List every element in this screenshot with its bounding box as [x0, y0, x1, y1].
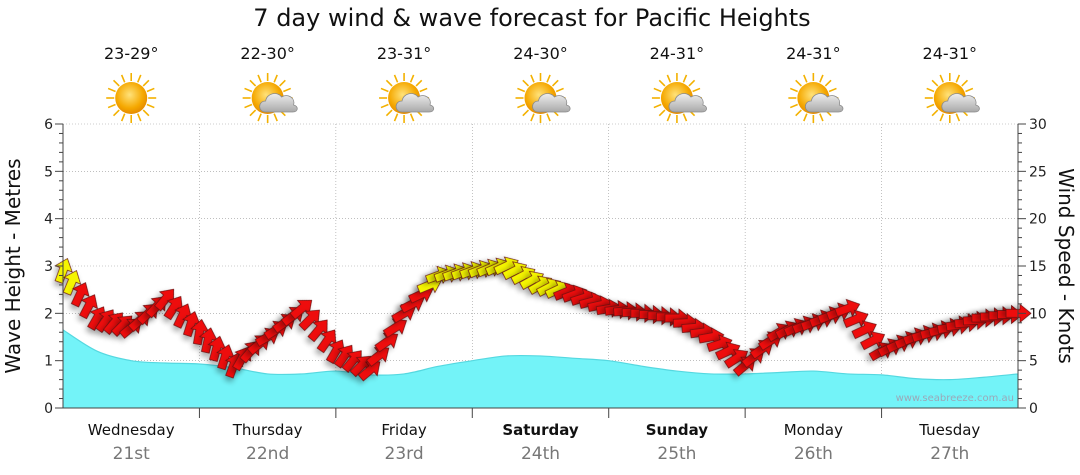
- sun-icon: [106, 73, 157, 123]
- day-name-label: Thursday: [232, 421, 303, 439]
- temp-range: 24-31°: [923, 44, 978, 63]
- sun-cloud-icon: [242, 73, 298, 123]
- day-name-label: Tuesday: [918, 421, 980, 439]
- wind-arrow: [357, 361, 381, 382]
- day-date-label: 27th: [930, 444, 969, 464]
- temp-range: 22-30°: [240, 44, 295, 63]
- y-left-tick-label: 1: [44, 354, 53, 370]
- wave-height-area: [63, 329, 1018, 408]
- y-left-tick-label: 6: [44, 117, 53, 133]
- y-right-tick-label: 10: [1029, 306, 1047, 322]
- day-date-label: 26th: [794, 444, 833, 464]
- y-right-tick-label: 30: [1029, 117, 1047, 133]
- wind-arrow: [382, 318, 407, 338]
- wind-arrow: [70, 282, 90, 308]
- y-left-tick-label: 2: [44, 306, 53, 322]
- y-left-tick-label: 0: [44, 401, 53, 417]
- sun-cloud-icon: [515, 73, 571, 123]
- y-axis-left-title: Wave Height - Metres: [1, 158, 25, 373]
- wind-arrow: [374, 332, 399, 353]
- wind-arrow: [834, 298, 861, 318]
- y-right-tick-label: 25: [1029, 164, 1047, 180]
- day-name-label: Saturday: [502, 421, 579, 439]
- y-right-tick-label: 15: [1029, 259, 1047, 275]
- y-left-tick-label: 3: [44, 259, 53, 275]
- sun-cloud-icon: [788, 73, 844, 123]
- temp-range: 24-31°: [786, 44, 841, 63]
- y-right-tick-label: 0: [1029, 401, 1038, 417]
- temp-range: 23-31°: [377, 44, 432, 63]
- day-name-label: Friday: [381, 421, 427, 439]
- day-name-label: Wednesday: [88, 421, 175, 439]
- day-date-label: 23rd: [385, 444, 424, 464]
- temp-range: 24-31°: [650, 44, 705, 63]
- temp-range: 23-29°: [104, 44, 159, 63]
- wind-arrow: [842, 309, 869, 328]
- day-date-label: 25th: [657, 444, 696, 464]
- sun-cloud-icon: [924, 73, 980, 123]
- y-left-tick-label: 4: [44, 212, 53, 228]
- day-date-label: 22nd: [246, 444, 289, 464]
- wind-arrow: [860, 331, 886, 351]
- wind-arrow: [366, 347, 390, 367]
- day-name-label: Monday: [784, 421, 843, 439]
- sun-cloud-icon: [379, 73, 435, 123]
- y-left-tick-label: 5: [44, 164, 53, 180]
- y-axis-right-title: Wind Speed - Knots: [1054, 168, 1078, 364]
- watermark: www.seabreeze.com.au: [896, 393, 1014, 404]
- wind-arrow: [62, 270, 82, 296]
- temp-range: 24-30°: [513, 44, 568, 63]
- y-right-tick-label: 5: [1029, 354, 1038, 370]
- wind-arrow: [79, 294, 98, 320]
- day-name-label: Sunday: [646, 421, 709, 439]
- chart-title: 7 day wind & wave forecast for Pacific H…: [253, 4, 811, 32]
- day-date-label: 24th: [521, 444, 560, 464]
- y-right-tick-label: 20: [1029, 212, 1047, 228]
- day-date-label: 21st: [113, 444, 150, 464]
- sun-cloud-icon: [651, 73, 707, 123]
- wind-arrow: [851, 320, 877, 340]
